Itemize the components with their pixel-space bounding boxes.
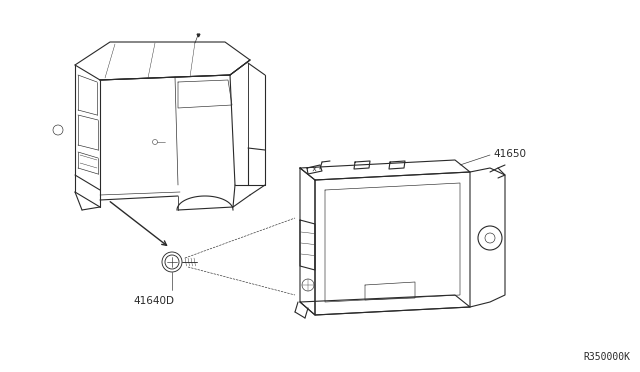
Text: 41640D: 41640D <box>134 296 175 306</box>
Text: 41650: 41650 <box>493 149 526 159</box>
Text: R350000K: R350000K <box>583 352 630 362</box>
